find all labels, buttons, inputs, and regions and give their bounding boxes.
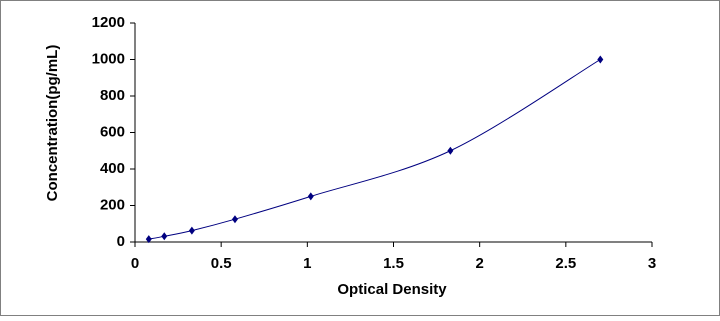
x-tick-label: 1.5 [383,255,404,272]
point [597,55,604,64]
x-tick-label: 2.5 [555,255,576,272]
curve [148,59,601,240]
point [188,226,195,235]
x-tick-label: 3 [648,255,656,272]
point [161,232,168,241]
y-tick-label: 400 [100,160,125,177]
y-tick-label: 1000 [92,50,125,67]
point [145,235,152,244]
y-tick-label: 800 [100,87,125,104]
point [447,146,454,155]
y-axis-label: Concentration(pg/mL) [44,45,61,202]
point [231,215,238,224]
y-tick-label: 600 [100,123,125,140]
x-tick-label: 0 [131,255,139,272]
x-tick-label: 1 [303,255,311,272]
y-tick-label: 200 [100,196,125,213]
y-tick-label: 1200 [92,14,125,31]
x-axis-label: Optical Density [337,281,447,298]
point [307,192,314,201]
x-tick-label: 0.5 [211,255,232,272]
y-tick-label: 0 [117,233,125,250]
x-tick-label: 2 [475,255,483,272]
